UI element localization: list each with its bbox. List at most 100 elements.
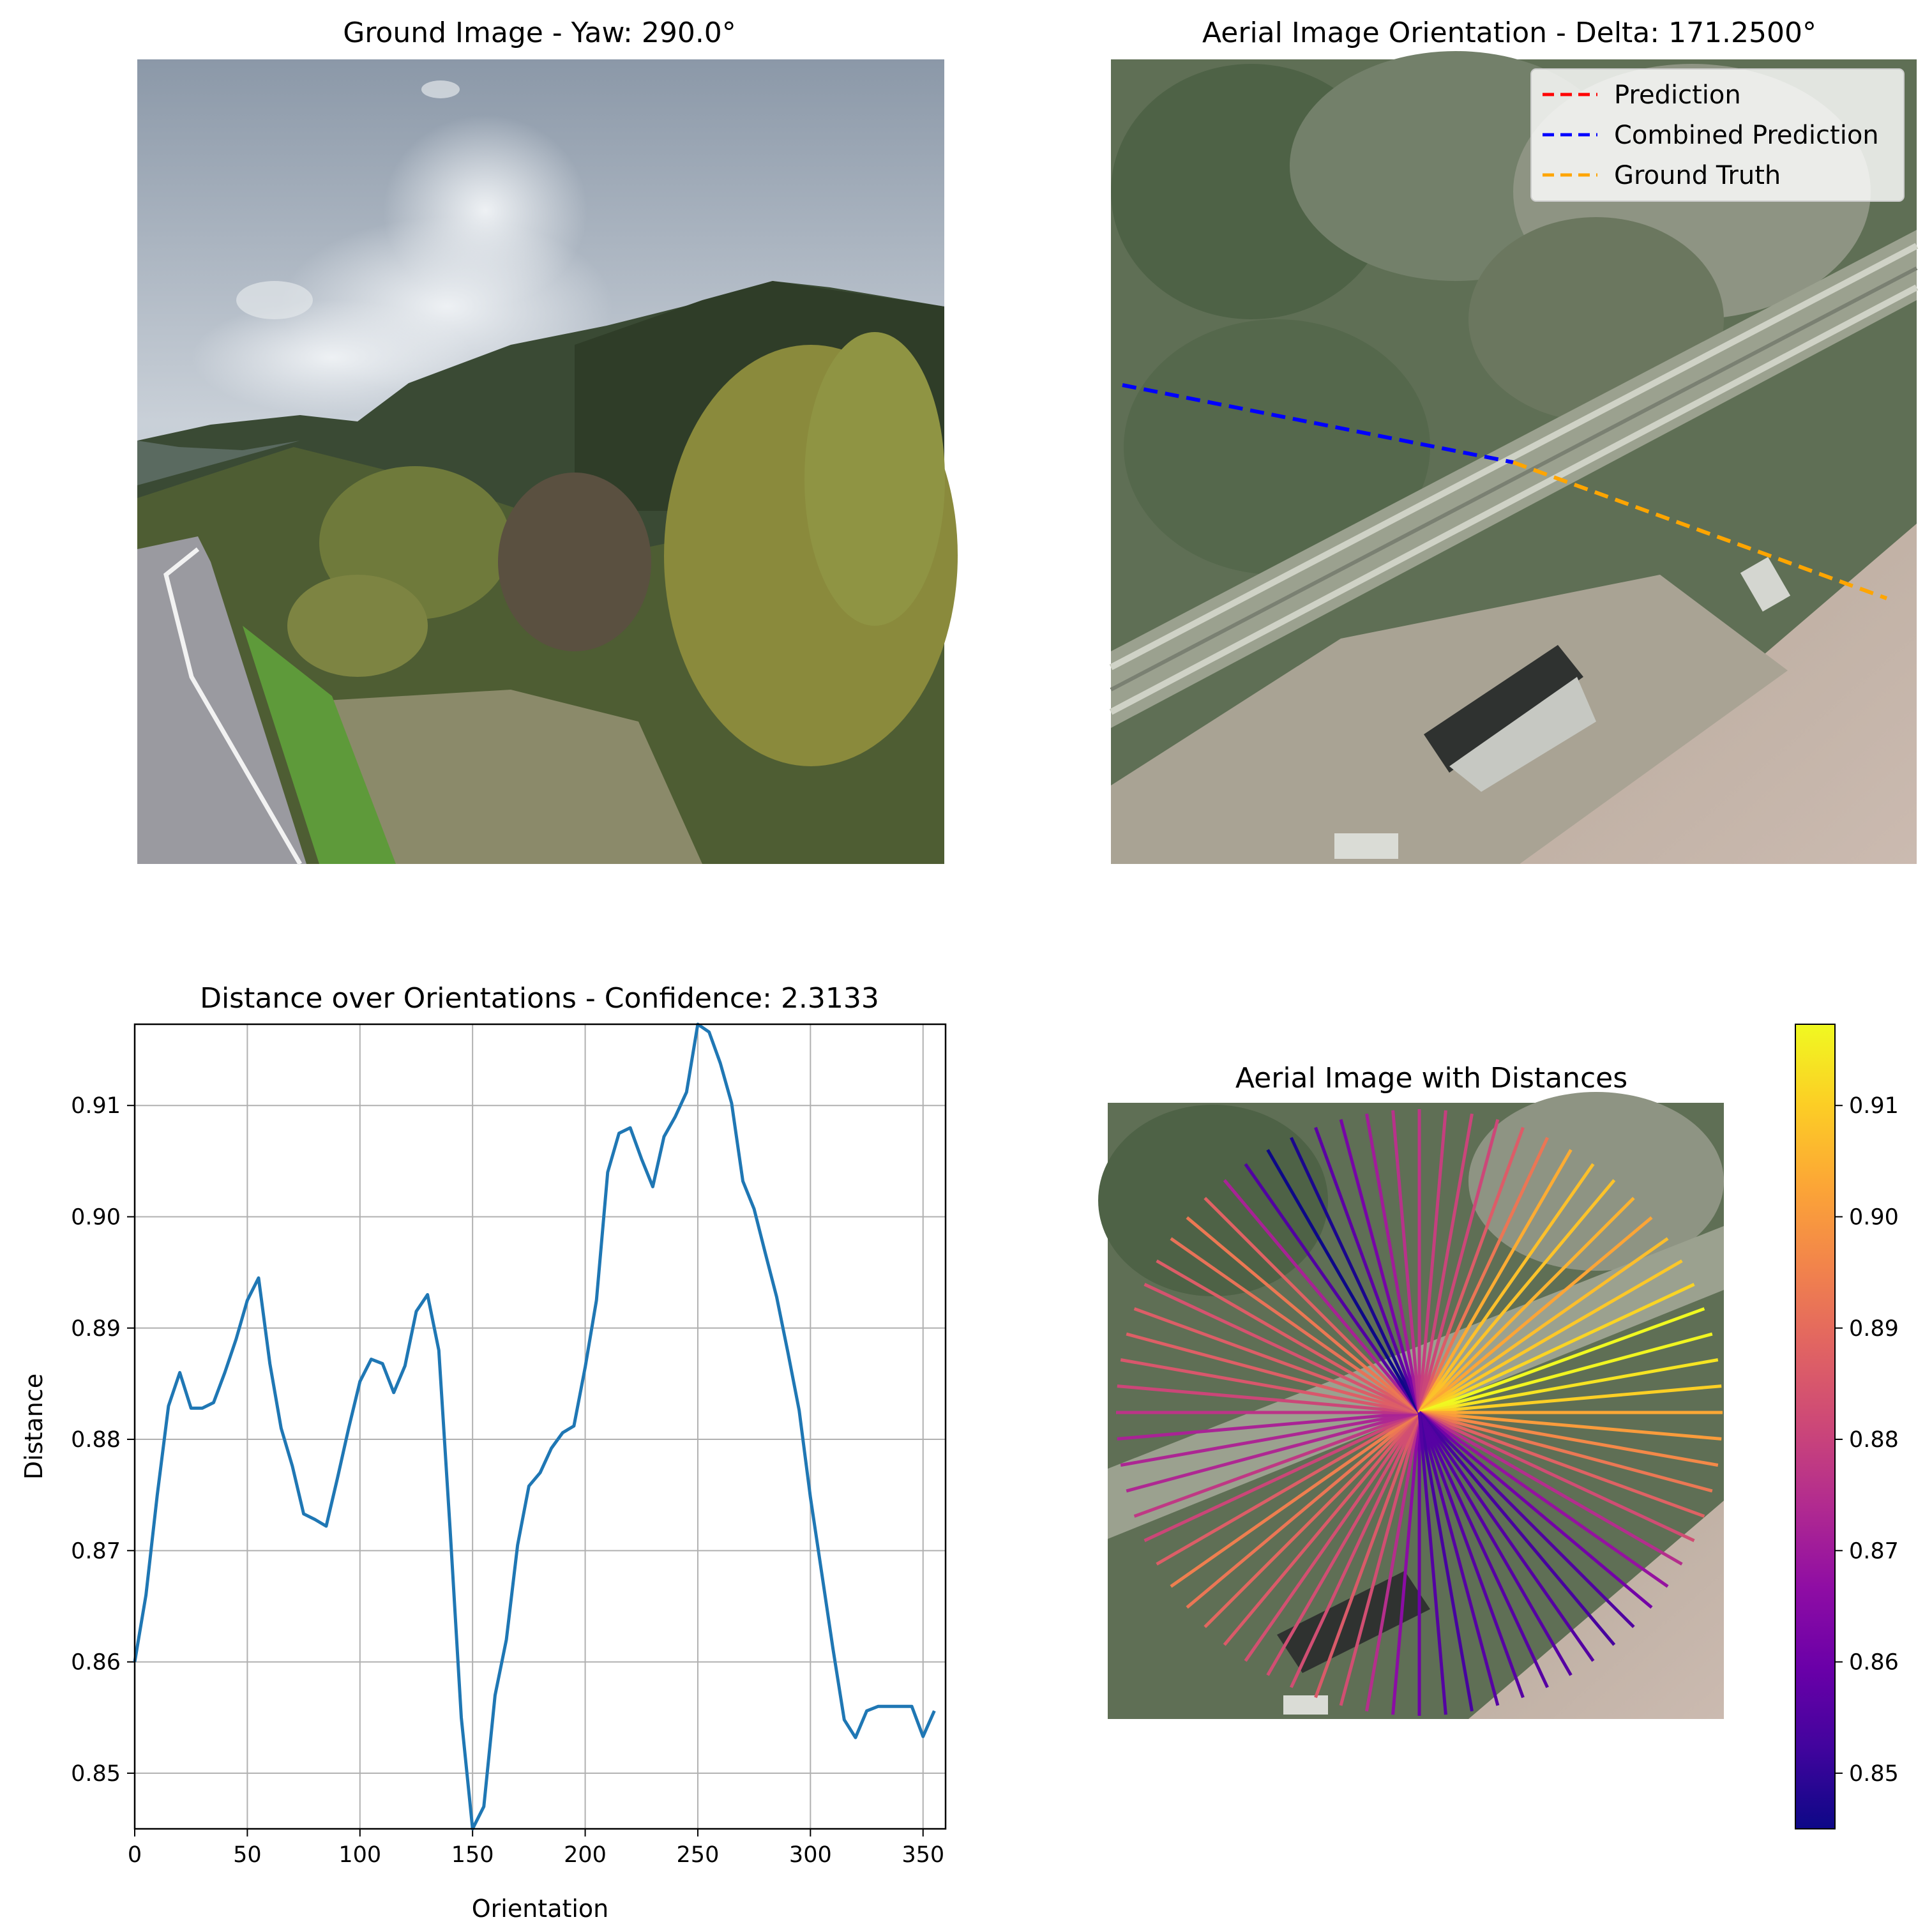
ground-image-title: Ground Image - Yaw: 290.0° [343, 17, 736, 49]
distance-ray [1156, 1259, 1421, 1414]
distance-ray [1417, 1126, 1525, 1413]
x-tick-label: 300 [789, 1842, 832, 1868]
distance-ray [1266, 1149, 1421, 1414]
distance-ray [1418, 1411, 1683, 1566]
distance-ray [1417, 1412, 1474, 1712]
y-tick-label: 0.89 [71, 1316, 121, 1342]
ground-truth-line [1512, 460, 1888, 600]
line-chart-grid [134, 1024, 946, 1829]
distance-ray [1126, 1332, 1420, 1414]
distance-ray [1419, 1411, 1713, 1493]
line-chart-y-ticks: 0.85 0.86 0.87 0.88 0.89 0.90 0.91 [71, 1093, 135, 1787]
distance-ray [1204, 1197, 1421, 1414]
distance-ray [1204, 1411, 1421, 1628]
distance-map-title: Aerial Image with Distances [1235, 1062, 1627, 1094]
distance-ray [1418, 1216, 1653, 1414]
distance-ray [1143, 1283, 1421, 1414]
distance-ray [1419, 1358, 1719, 1414]
line-chart-frame [133, 1023, 947, 1830]
colorbar-tick-label: 0.86 [1849, 1650, 1899, 1676]
x-tick-label: 0 [128, 1842, 142, 1868]
distance-ray [1417, 1137, 1549, 1414]
distance-ray [1170, 1237, 1421, 1414]
x-axis-label: Orientation [472, 1895, 609, 1923]
distance-ray [1339, 1119, 1421, 1413]
distance-ray [1170, 1411, 1421, 1588]
distance-ray [1120, 1411, 1420, 1467]
distance-ray [1143, 1411, 1421, 1542]
distance-ray [1223, 1411, 1421, 1646]
distance-ray [1417, 1412, 1500, 1706]
distance-ray [1418, 1411, 1616, 1646]
distance-ray [1314, 1126, 1421, 1413]
x-tick-label: 50 [233, 1842, 262, 1868]
distance-ray [1417, 1412, 1447, 1715]
distance-ray [1244, 1163, 1421, 1414]
distance-ray [1419, 1411, 1705, 1518]
y-tick-label: 0.90 [71, 1204, 121, 1230]
distance-ray [1418, 1283, 1695, 1414]
legend-label-ground-truth: Ground Truth [1614, 161, 1781, 190]
distance-ray [1417, 1149, 1573, 1414]
distance-ray [1156, 1411, 1421, 1566]
colorbar-tick-label: 0.85 [1849, 1761, 1899, 1787]
distance-ray [1120, 1358, 1420, 1414]
legend-box [1530, 68, 1905, 202]
orientation-lines [1122, 383, 1888, 600]
distance-ray [1117, 1411, 1420, 1441]
y-tick-label: 0.85 [71, 1761, 121, 1787]
distance-ray [1391, 1110, 1421, 1413]
distance-ray [1419, 1411, 1722, 1441]
colorbar-ticks: 0.85 0.86 0.87 0.88 0.89 0.90 0.91 [1835, 1093, 1899, 1787]
distance-ray [1417, 1113, 1474, 1413]
distance-ray [1417, 1411, 1595, 1662]
legend: Prediction Combined Prediction Ground Tr… [1530, 68, 1905, 202]
distance-ray [1418, 1411, 1669, 1588]
distance-ray [1418, 1411, 1653, 1609]
distance-rays [1116, 1109, 1723, 1716]
colorbar [1795, 1024, 1836, 1829]
distance-ray [1418, 1411, 1635, 1628]
legend-label-prediction: Prediction [1614, 80, 1741, 110]
y-tick-label: 0.86 [71, 1650, 121, 1676]
distance-ray [1186, 1411, 1421, 1609]
distance-ray [1418, 1237, 1669, 1414]
ground-image [137, 59, 958, 865]
distance-ray [1117, 1384, 1420, 1414]
x-tick-label: 350 [902, 1842, 944, 1868]
x-tick-label: 250 [677, 1842, 720, 1868]
distance-ray [1186, 1216, 1421, 1414]
colorbar-tick-label: 0.89 [1849, 1316, 1899, 1342]
x-tick-label: 100 [338, 1842, 381, 1868]
y-tick-label: 0.88 [71, 1427, 121, 1453]
aerial-image-title: Aerial Image Orientation - Delta: 171.25… [1202, 17, 1816, 49]
line-chart-title: Distance over Orientations - Confidence:… [200, 982, 879, 1015]
x-tick-label: 200 [564, 1842, 607, 1868]
distance-ray [1266, 1411, 1421, 1676]
distance-ray [1290, 1411, 1421, 1688]
y-tick-label: 0.87 [71, 1538, 121, 1564]
distance-ray [1419, 1411, 1719, 1467]
colorbar-tick-label: 0.88 [1849, 1427, 1899, 1453]
distance-ray [1339, 1412, 1421, 1706]
distance-ray [1418, 1259, 1683, 1414]
x-tick-label: 150 [451, 1842, 494, 1868]
legend-label-combined: Combined Prediction [1614, 121, 1879, 150]
distance-ray [1417, 1110, 1447, 1413]
distance-ray [1365, 1113, 1421, 1413]
distance-ray [1417, 1412, 1525, 1699]
y-axis-label: Distance [20, 1374, 48, 1480]
y-tick-label: 0.91 [71, 1093, 121, 1119]
distance-ray [1419, 1384, 1722, 1414]
distance-ray [1365, 1412, 1421, 1712]
distance-ray [1417, 1119, 1500, 1413]
distance-ray [1133, 1411, 1420, 1518]
combined-prediction-line [1122, 383, 1514, 464]
distance-ray [1290, 1137, 1421, 1414]
colorbar-tick-label: 0.87 [1849, 1538, 1899, 1564]
distance-ray [1419, 1307, 1705, 1414]
distance-ray [1417, 1411, 1573, 1676]
distance-ray [1244, 1411, 1421, 1662]
distance-ray [1417, 1163, 1595, 1414]
